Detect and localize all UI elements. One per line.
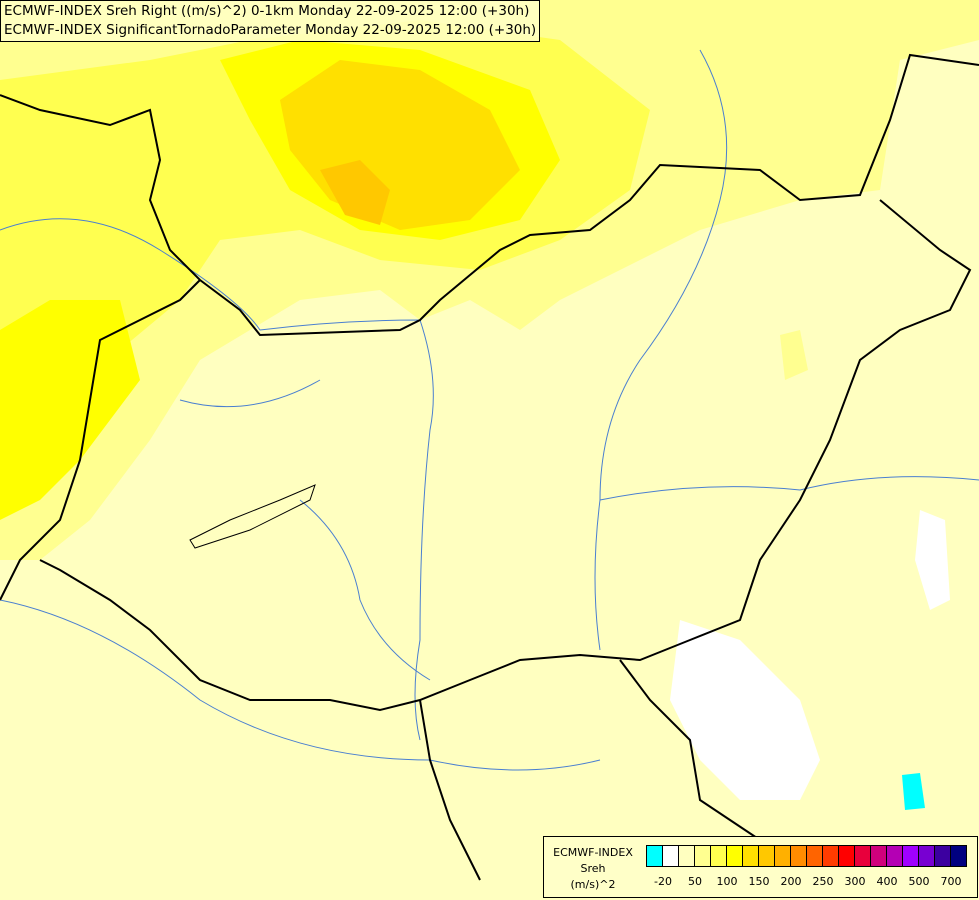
legend-tick-label: 700	[940, 875, 962, 888]
legend-tick-label: 300	[844, 875, 866, 888]
title-line-1: ECMWF-INDEX Sreh Right ((m/s)^2) 0-1km M…	[4, 3, 530, 19]
country-borders	[0, 53, 979, 881]
legend-tick-label: 250	[812, 875, 834, 888]
legend-swatch	[951, 846, 966, 866]
legend-swatch	[791, 846, 807, 866]
legend-tick-label: 100	[716, 875, 738, 888]
legend-swatch	[919, 846, 935, 866]
legend-tick-label: -20	[654, 875, 672, 888]
legend-unit: (m/s)^2	[570, 878, 616, 891]
legend-swatch	[903, 846, 919, 866]
legend-tick-label: 150	[748, 875, 770, 888]
legend-swatch	[695, 846, 711, 866]
legend-tick-label: 200	[780, 875, 802, 888]
legend-swatch	[663, 846, 679, 866]
legend-tick-label: 400	[876, 875, 898, 888]
legend-swatch	[711, 846, 727, 866]
legend-swatch	[759, 846, 775, 866]
legend-tick-label: 50	[688, 875, 702, 888]
legend-swatch	[935, 846, 951, 866]
legend-swatch	[871, 846, 887, 866]
legend-swatch	[807, 846, 823, 866]
legend-tick-label: 500	[908, 875, 930, 888]
map-title: ECMWF-INDEX Sreh Right ((m/s)^2) 0-1km M…	[0, 0, 541, 42]
legend-swatch	[887, 846, 903, 866]
color-legend: ECMWF-INDEX Sreh (m/s)^2 -20 50 100 150 200 2…	[543, 836, 978, 898]
legend-title-line-1: ECMWF-INDEX	[553, 846, 633, 859]
legend-swatch	[743, 846, 759, 866]
legend-swatch	[839, 846, 855, 866]
legend-swatch	[727, 846, 743, 866]
legend-swatch	[823, 846, 839, 866]
field-contours	[0, 0, 979, 810]
legend-swatch	[775, 846, 791, 866]
legend-swatch	[855, 846, 871, 866]
legend-title: ECMWF-INDEX Sreh (m/s)^2	[544, 845, 642, 893]
legend-color-scale	[646, 845, 967, 867]
legend-swatch	[679, 846, 695, 866]
legend-title-line-2: Sreh	[580, 862, 606, 875]
title-line-2: ECMWF-INDEX SignificantTornadoParameter …	[4, 22, 537, 38]
legend-swatch	[647, 846, 663, 866]
